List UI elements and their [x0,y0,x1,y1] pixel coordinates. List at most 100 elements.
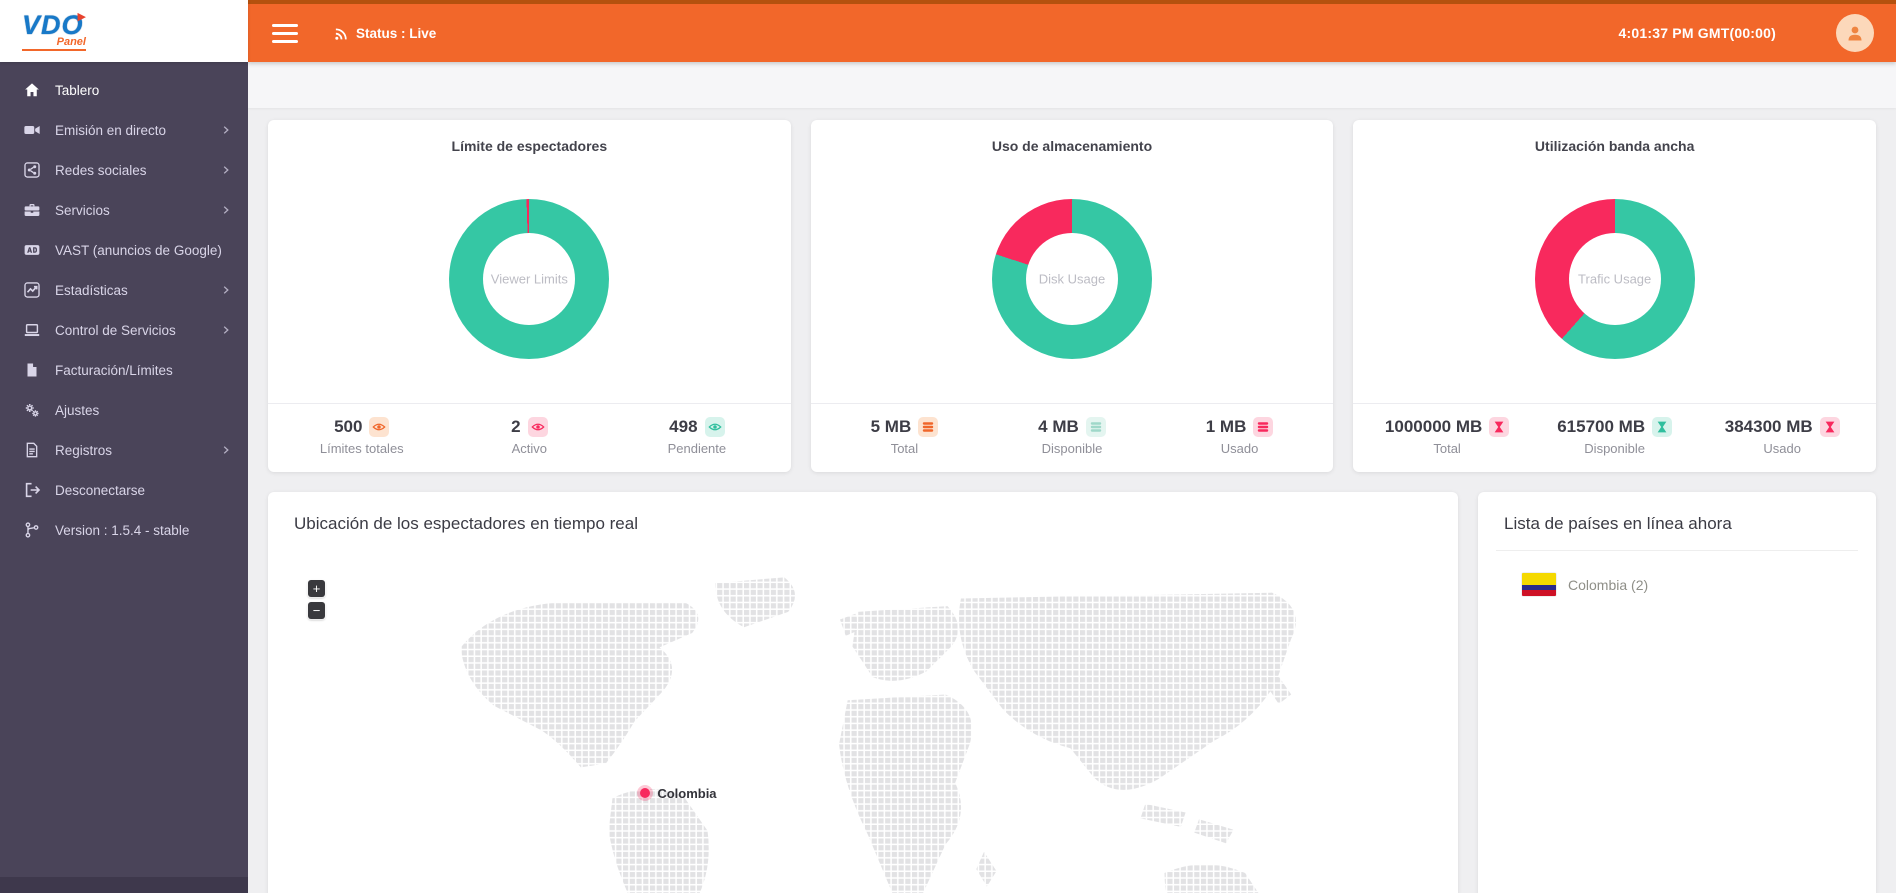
signout-icon [22,480,42,500]
world-map[interactable]: Colombia [408,556,1368,893]
stat-label: Total [1433,441,1461,456]
map-marker-colombia[interactable]: Colombia [640,786,717,801]
sidebar-item-label: Version : 1.5.4 - stable [55,522,190,538]
sidebar-item-version[interactable]: Version : 1.5.4 - stable [0,510,248,550]
sidebar-item-registros[interactable]: Registros [0,430,248,470]
hourglass-icon [1652,417,1673,437]
marker-dot-icon [640,788,651,799]
hamburger-menu-icon[interactable] [272,23,298,43]
rss-icon [335,27,347,40]
card-title: Límite de espectadores [451,138,608,154]
chart-icon [22,280,42,300]
bottom-row: Ubicación de los espectadores en tiempo … [268,492,1876,893]
stat-traffic-available: 615700 MB Disponible [1531,417,1699,456]
logo-text: VDO [22,9,84,40]
status-indicator: Status : Live [334,26,436,41]
continent-australia [1164,864,1259,893]
sidebar-item-estadisticas[interactable]: Estadísticas [0,270,248,310]
donut-center-label: Viewer Limits [490,271,568,286]
bandwidth-donut-chart: Trafic Usage [1534,198,1695,359]
status-label: Status : Live [356,25,437,41]
topbar: Status : Live 4:01:37 PM GMT(00:00) [248,0,1896,62]
sidebar-item-vast[interactable]: VAST (anuncios de Google) [0,230,248,270]
share-icon [22,160,42,180]
world-map-svg [460,577,1296,893]
island-uk [840,613,862,636]
sidebar-item-label: Registros [55,442,113,458]
logo-subtext: Panel [22,36,86,51]
chevron-right-icon [223,206,229,214]
ad-icon [22,240,42,260]
sidebar-item-redes-sociales[interactable]: Redes sociales [0,150,248,190]
stat-value: 615700 MB [1557,417,1646,436]
zoom-in-button[interactable]: + [308,580,325,597]
island-madagascar [976,851,997,887]
branch-icon [22,520,42,540]
disk-usage-card: Uso de almacenamiento Disk Usage 5 MB To… [810,120,1334,472]
donut-center-label: Disk Usage [1038,271,1106,286]
play-icon: ▶ [77,10,86,23]
card-title: Uso de almacenamiento [991,138,1153,154]
stat-label: Pendiente [667,441,727,456]
sidebar-footer-strip [0,877,248,893]
sidebar-item-facturacion-limites[interactable]: Facturación/Límites [0,350,248,390]
chevron-right-icon [223,166,229,174]
sidebar-item-label: Servicios [55,202,110,218]
eye-icon [527,417,548,437]
gears-icon [22,400,42,420]
continent-south-america [608,788,709,893]
map-zoom-controls: + − [308,580,325,619]
database-icon [1253,417,1274,437]
sidebar-item-label: Redes sociales [55,162,147,178]
sidebar-nav: Tablero Emisión en directo Redes sociale… [0,62,248,550]
subheader-band [248,62,1896,108]
sidebar-item-label: Desconectarse [55,482,146,498]
stat-disk-used: 1 MB Usado [1156,417,1324,456]
user-icon [1848,26,1862,41]
hourglass-icon [1819,417,1840,437]
sidebar-item-desconectarse[interactable]: Desconectarse [0,470,248,510]
islands-indonesia [1140,803,1186,827]
sidebar-item-label: VAST (anuncios de Google) [55,242,222,258]
country-list-item: Colombia (2) [1478,551,1876,596]
stat-label: Usado [1763,441,1801,456]
summary-cards-row: Límite de espectadores Viewer Limits 500… [268,120,1876,472]
hourglass-icon [1489,417,1510,437]
zoom-out-button[interactable]: − [308,602,325,619]
stat-traffic-total: 1000000 MB Total [1363,417,1531,456]
sidebar: VDO▶ Panel Tablero Emisión en directo [0,0,248,893]
home-icon [22,80,42,100]
stat-disk-total: 5 MB Total [821,417,989,456]
stat-value: 5 MB [870,417,912,436]
stat-value: 498 [669,417,698,436]
sidebar-item-label: Emisión en directo [55,122,167,138]
continent-asia [958,592,1296,790]
stat-label: Disponible [1041,441,1103,456]
stat-value: 4 MB [1038,417,1079,436]
sidebar-item-tablero[interactable]: Tablero [0,70,248,110]
user-avatar[interactable] [1836,14,1874,52]
donut-chart-wrap: Disk Usage [811,154,1334,403]
continent-africa [839,694,973,893]
sidebar-item-emision-en-directo[interactable]: Emisión en directo [0,110,248,150]
content: Límite de espectadores Viewer Limits 500… [248,108,1896,893]
card-stats-row: 5 MB Total 4 MB Disponible 1 MB [810,403,1334,472]
stat-total-limits: 500 Límites totales [278,417,446,456]
card-stats-row: 1000000 MB Total 615700 MB Disponible 38… [1353,403,1876,472]
logo-container[interactable]: VDO▶ Panel [0,0,248,62]
chevron-right-icon [223,126,229,134]
divider [1496,550,1858,551]
continent-north-america [460,602,699,768]
file-icon [22,360,42,380]
country-label: Colombia (2) [1568,576,1649,593]
countries-title: Lista de países en línea ahora [1504,514,1732,533]
online-countries-card: Lista de países en línea ahora Colombia … [1478,492,1876,893]
sidebar-item-control-de-servicios[interactable]: Control de Servicios [0,310,248,350]
sidebar-item-ajustes[interactable]: Ajustes [0,390,248,430]
chevron-right-icon [223,446,229,454]
disk-usage-donut-chart: Disk Usage [991,198,1152,359]
stat-value: 384300 MB [1724,417,1813,436]
card-title: Utilización banda ancha [1534,138,1695,154]
sidebar-item-servicios[interactable]: Servicios [0,190,248,230]
